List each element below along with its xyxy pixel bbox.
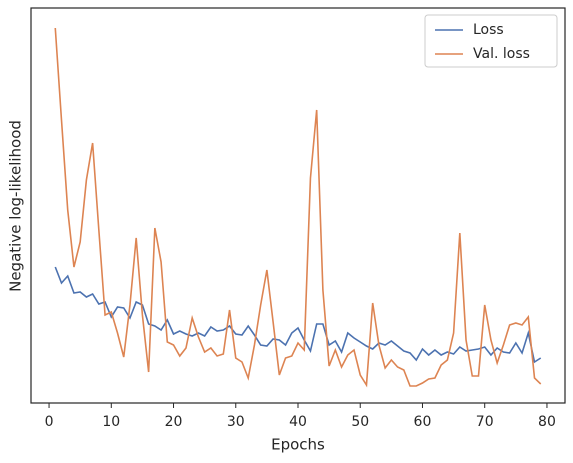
x-tick-label: 10 — [102, 414, 120, 430]
x-axis-label: Epochs — [271, 436, 325, 454]
x-tick-label: 30 — [227, 414, 245, 430]
x-tick-label: 60 — [414, 414, 432, 430]
line-series — [54, 266, 542, 364]
line-series — [54, 27, 542, 388]
x-tick-label: 80 — [538, 414, 556, 430]
x-tick-label: 70 — [476, 414, 494, 430]
y-axis-label: Negative log-likelihood — [7, 120, 25, 292]
legend-label: Val. loss — [473, 46, 530, 62]
x-tick-label: 20 — [165, 414, 183, 430]
legend-label: Loss — [473, 22, 504, 38]
x-tick-label: 0 — [45, 414, 54, 430]
plot-frame — [30, 7, 566, 404]
x-tick-label: 40 — [289, 414, 307, 430]
x-tick-label: 50 — [351, 414, 369, 430]
